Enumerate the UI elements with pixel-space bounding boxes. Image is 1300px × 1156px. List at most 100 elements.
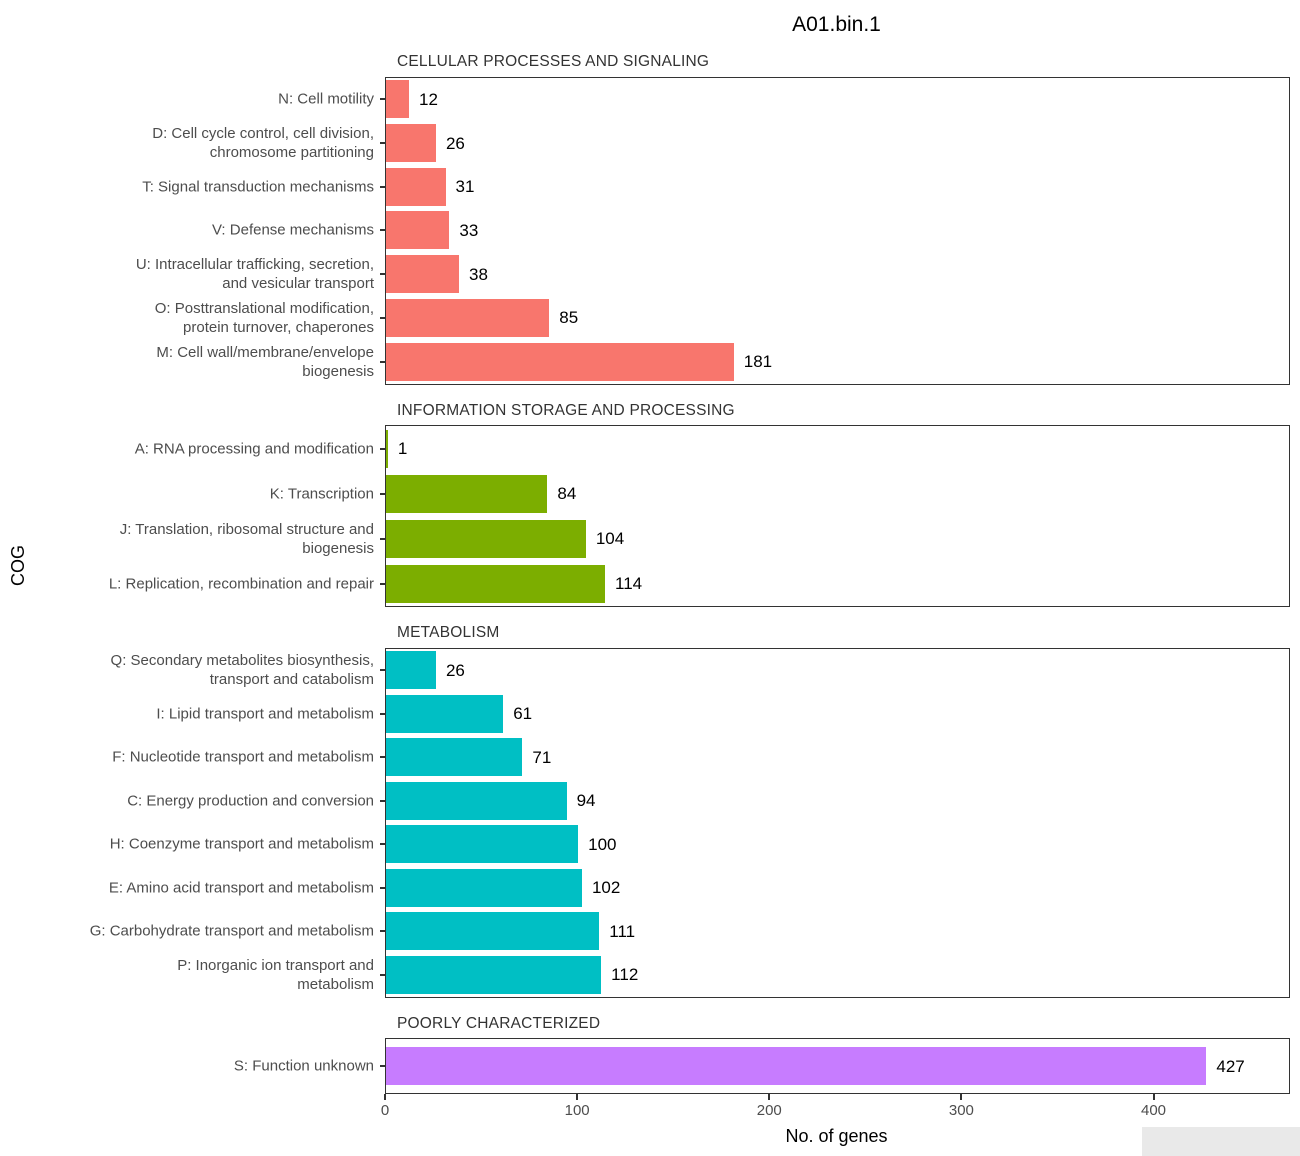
bar-value-label: 85 [559,308,579,328]
category-label: F: Nucleotide transport and metabolism [112,748,374,766]
bar [386,124,436,163]
x-axis-title: No. of genes [785,1126,888,1146]
category-tick-mark [380,537,385,540]
bar-row: P: Inorganic ion transport and metabolis… [177,953,1289,997]
bar-value-label: 102 [591,878,621,898]
bar-row: U: Intracellular trafficking, secretion,… [136,252,1289,296]
bar [386,211,450,250]
category-label: G: Carbohydrate transport and metabolism [89,922,374,940]
bar [386,564,606,603]
bar [386,651,436,690]
bar-row: M: Cell wall/membrane/envelope biogenesi… [156,340,1289,384]
bar-value-label: 12 [419,89,438,109]
bar-row: J: Translation, ribosomal structure and … [120,516,1289,561]
bar-row: D: Cell cycle control, cell division, ch… [152,121,1289,165]
category-tick-mark [380,447,385,450]
category-label: I: Lipid transport and metabolism [156,705,374,723]
category-tick-mark [380,229,385,232]
category-tick-mark [380,582,385,585]
category-label: V: Defense mechanisms [211,221,374,239]
category-label: K: Transcription [269,485,374,502]
bar [386,912,600,951]
bar [386,781,567,820]
category-tick-mark [380,886,385,889]
category-label: Q: Secondary metabolites biosynthesis, t… [110,652,374,689]
bar-value-label: 26 [445,660,465,680]
category-tick-mark [380,142,385,145]
bar-row: N: Cell motility 12 [278,78,1289,122]
x-axis: 0 100 200 300 400 [381,1094,1288,1124]
bar-row: F: Nucleotide transport and metabolism 71 [112,736,1289,780]
category-label: D: Cell cycle control, cell division, ch… [152,125,374,162]
category-label: N: Cell motility [278,90,374,108]
bar [386,474,548,513]
category-tick-mark [380,273,385,276]
x-tick-mark [1152,1094,1155,1100]
facet-strip-label: INFORMATION STORAGE AND PROCESSING [397,401,735,419]
bar [386,342,734,381]
category-label: P: Inorganic ion transport and metabolis… [177,956,374,993]
bar [386,955,602,994]
bar-row: A: RNA processing and modification 1 [135,426,1289,471]
bar-value-label: 38 [469,264,488,284]
category-label: U: Intracellular trafficking, secretion,… [135,256,374,293]
bar-value-label: 112 [611,965,639,985]
bar-row: C: Energy production and conversion 94 [127,779,1289,823]
category-label: A: RNA processing and modification [134,440,374,457]
x-tick-mark [384,1094,386,1100]
bar-row: T: Signal transduction mechanisms 31 [142,165,1289,209]
x-tick-mark [768,1094,771,1100]
category-label: J: Translation, ribosomal structure and … [119,520,374,557]
category-tick-mark [380,316,385,319]
bar [386,167,446,206]
bar-row: O: Posttranslational modification, prote… [155,296,1289,340]
bar-row: Q: Secondary metabolites biosynthesis, t… [111,649,1289,693]
bar-row: K: Transcription 84 [270,471,1289,516]
bar-value-label: 114 [615,574,643,593]
facet-strip-label: CELLULAR PROCESSES AND SIGNALING [397,53,710,70]
bar-value-label: 31 [455,177,475,197]
bar [386,429,388,468]
category-tick-mark [380,98,385,101]
bar-row: L: Replication, recombination and repair… [109,561,1289,606]
bar-value-label: 84 [557,484,577,503]
bar-value-label: 111 [609,921,636,941]
bar-value-label: 100 [588,834,617,854]
facet-strip-label: POORLY CHARACTERIZED [397,1014,601,1032]
bar-row: V: Defense mechanisms 33 [212,209,1289,253]
category-tick-mark [380,843,385,846]
category-tick-mark [380,756,385,759]
x-tick-label: 200 [756,1102,782,1119]
bar-row: H: Coenzyme transport and metabolism 100 [110,823,1289,867]
bar-value-label: 33 [459,220,479,240]
bar-value-label: 427 [1216,1056,1245,1076]
x-tick-label: 100 [564,1102,590,1119]
category-label: T: Signal transduction mechanisms [142,178,374,196]
bar [386,868,582,907]
facet-panel: N: Cell motility 12 D: Cell cycle control,… [136,76,1290,385]
plot-title: A01.bin.1 [792,13,881,36]
bar-value-label: 181 [743,352,773,372]
bar-row: E: Amino acid transport and metabolism 10… [109,866,1289,910]
facet-panel: S: Function unknown 427 [234,1038,1290,1094]
category-tick-mark [380,930,385,933]
x-tick-mark [576,1094,579,1100]
facet-strip-label: METABOLISM [397,624,500,641]
bar [386,694,504,733]
bar [386,825,579,864]
bar [386,738,523,777]
facet-panel: A: RNA processing and modification 1 K: Tr… [109,425,1290,607]
x-tick-label: 0 [380,1102,390,1119]
category-tick-mark [380,360,385,363]
watermark-box [1142,1127,1300,1156]
bar [386,80,410,119]
x-tick-label: 300 [948,1102,974,1119]
category-tick-mark [380,973,385,976]
bar-value-label: 61 [513,704,533,724]
facet-panel: Q: Secondary metabolites biosynthesis, t… [90,647,1290,998]
category-label: H: Coenzyme transport and metabolism [109,835,374,853]
category-tick-mark [380,712,385,715]
category-tick-mark [380,799,385,802]
bar [386,255,459,294]
